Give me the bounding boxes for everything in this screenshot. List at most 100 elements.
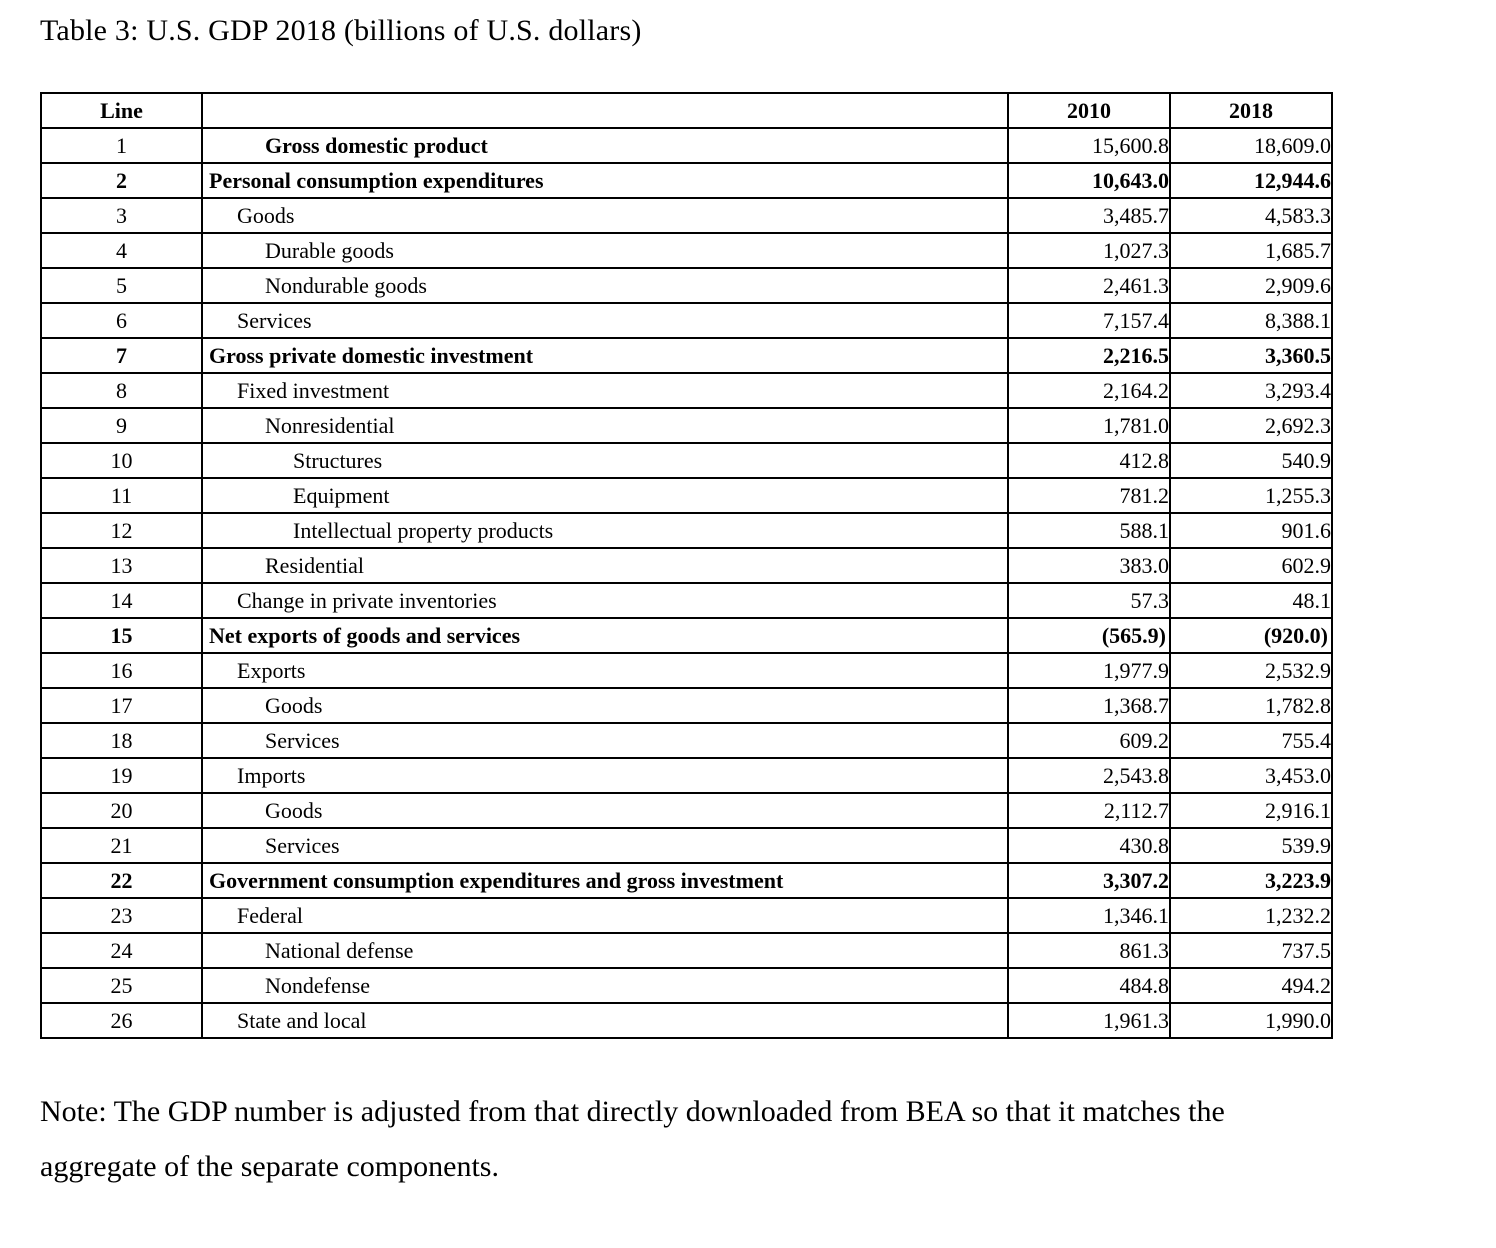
table-row: 14 Change in private inventories 57.3 48.1 (40, 582, 1333, 619)
line-number: 20 (40, 792, 203, 829)
line-number: 24 (40, 932, 203, 969)
value-2018: 539.9 (1169, 827, 1333, 864)
value-2010: 3,485.7 (1007, 197, 1171, 234)
value-2010: 1,961.3 (1007, 1002, 1171, 1039)
table-row: 20 Goods 2,112.7 2,916.1 (40, 792, 1333, 829)
row-label: National defense (201, 932, 1009, 969)
line-number: 6 (40, 302, 203, 339)
value-2018: 3,223.9 (1169, 862, 1333, 899)
line-number: 26 (40, 1002, 203, 1039)
value-2018: 1,232.2 (1169, 897, 1333, 934)
table-header: Line 2010 2018 (40, 92, 1333, 129)
value-2010: 7,157.4 (1007, 302, 1171, 339)
line-number: 18 (40, 722, 203, 759)
table-row: 1 Gross domestic product 15,600.8 18,609.0 (40, 127, 1333, 164)
value-2018: 2,916.1 (1169, 792, 1333, 829)
line-number: 4 (40, 232, 203, 269)
value-2018: 12,944.6 (1169, 162, 1333, 199)
value-2018: (920.0) (1169, 617, 1333, 654)
row-label: Services (201, 827, 1009, 864)
value-2018: 18,609.0 (1169, 127, 1333, 164)
value-2010: (565.9) (1007, 617, 1171, 654)
value-2018: 494.2 (1169, 967, 1333, 1004)
gdp-table: Line 2010 2018 1 Gross domestic product 15… (40, 92, 1333, 1039)
value-2018: 2,692.3 (1169, 407, 1333, 444)
value-2010: 15,600.8 (1007, 127, 1171, 164)
line-number: 23 (40, 897, 203, 934)
table-row: 19 Imports 2,543.8 3,453.0 (40, 757, 1333, 794)
line-number: 9 (40, 407, 203, 444)
table-row: 17 Goods 1,368.7 1,782.8 (40, 687, 1333, 724)
header-row: Line 2010 2018 (40, 92, 1333, 129)
row-label: Nondurable goods (201, 267, 1009, 304)
value-2010: 1,027.3 (1007, 232, 1171, 269)
row-label: Personal consumption expenditures (201, 162, 1009, 199)
line-number: 14 (40, 582, 203, 619)
value-2010: 588.1 (1007, 512, 1171, 549)
value-2010: 861.3 (1007, 932, 1171, 969)
line-number: 15 (40, 617, 203, 654)
value-2010: 2,461.3 (1007, 267, 1171, 304)
line-number: 5 (40, 267, 203, 304)
value-2018: 3,360.5 (1169, 337, 1333, 374)
table-row: 10 Structures 412.8 540.9 (40, 442, 1333, 479)
row-label: Intellectual property products (201, 512, 1009, 549)
value-2010: 412.8 (1007, 442, 1171, 479)
row-label: Equipment (201, 477, 1009, 514)
table-title: Table 3: U.S. GDP 2018 (billions of U.S.… (40, 14, 642, 47)
value-2010: 484.8 (1007, 967, 1171, 1004)
row-label: State and local (201, 1002, 1009, 1039)
table-row: 8 Fixed investment 2,164.2 3,293.4 (40, 372, 1333, 409)
value-2018: 737.5 (1169, 932, 1333, 969)
value-2010: 609.2 (1007, 722, 1171, 759)
value-2018: 8,388.1 (1169, 302, 1333, 339)
table-row: 6 Services 7,157.4 8,388.1 (40, 302, 1333, 339)
line-number: 7 (40, 337, 203, 374)
row-label: Gross private domestic investment (201, 337, 1009, 374)
col-header-2010: 2010 (1007, 92, 1171, 129)
row-label: Services (201, 302, 1009, 339)
line-number: 25 (40, 967, 203, 1004)
value-2010: 781.2 (1007, 477, 1171, 514)
table-row: 4 Durable goods 1,027.3 1,685.7 (40, 232, 1333, 269)
table-row: 25 Nondefense 484.8 494.2 (40, 967, 1333, 1004)
note-line-1: Note: The GDP number is adjusted from th… (40, 1095, 1225, 1128)
row-label: Nonresidential (201, 407, 1009, 444)
line-number: 11 (40, 477, 203, 514)
value-2018: 1,782.8 (1169, 687, 1333, 724)
value-2018: 2,909.6 (1169, 267, 1333, 304)
value-2010: 383.0 (1007, 547, 1171, 584)
row-label: Government consumption expenditures and … (201, 862, 1009, 899)
col-header-description (201, 92, 1009, 129)
table-row: 7 Gross private domestic investment 2,216.… (40, 337, 1333, 374)
line-number: 12 (40, 512, 203, 549)
value-2018: 4,583.3 (1169, 197, 1333, 234)
value-2010: 430.8 (1007, 827, 1171, 864)
line-number: 22 (40, 862, 203, 899)
value-2018: 2,532.9 (1169, 652, 1333, 689)
value-2010: 2,112.7 (1007, 792, 1171, 829)
line-number: 3 (40, 197, 203, 234)
value-2010: 10,643.0 (1007, 162, 1171, 199)
table-row: 11 Equipment 781.2 1,255.3 (40, 477, 1333, 514)
row-label: Federal (201, 897, 1009, 934)
value-2010: 3,307.2 (1007, 862, 1171, 899)
value-2018: 602.9 (1169, 547, 1333, 584)
table-row: 12 Intellectual property products 588.1 901… (40, 512, 1333, 549)
note-line-2: aggregate of the separate components. (40, 1149, 499, 1183)
row-label: Change in private inventories (201, 582, 1009, 619)
row-label: Exports (201, 652, 1009, 689)
table-row: 15 Net exports of goods and services (565.… (40, 617, 1333, 654)
col-header-line: Line (40, 92, 203, 129)
row-label: Structures (201, 442, 1009, 479)
row-label: Net exports of goods and services (201, 617, 1009, 654)
line-number: 10 (40, 442, 203, 479)
value-2010: 1,368.7 (1007, 687, 1171, 724)
line-number: 13 (40, 547, 203, 584)
table-row: 3 Goods 3,485.7 4,583.3 (40, 197, 1333, 234)
line-number: 17 (40, 687, 203, 724)
line-number: 2 (40, 162, 203, 199)
value-2010: 1,977.9 (1007, 652, 1171, 689)
value-2010: 1,346.1 (1007, 897, 1171, 934)
value-2018: 3,293.4 (1169, 372, 1333, 409)
